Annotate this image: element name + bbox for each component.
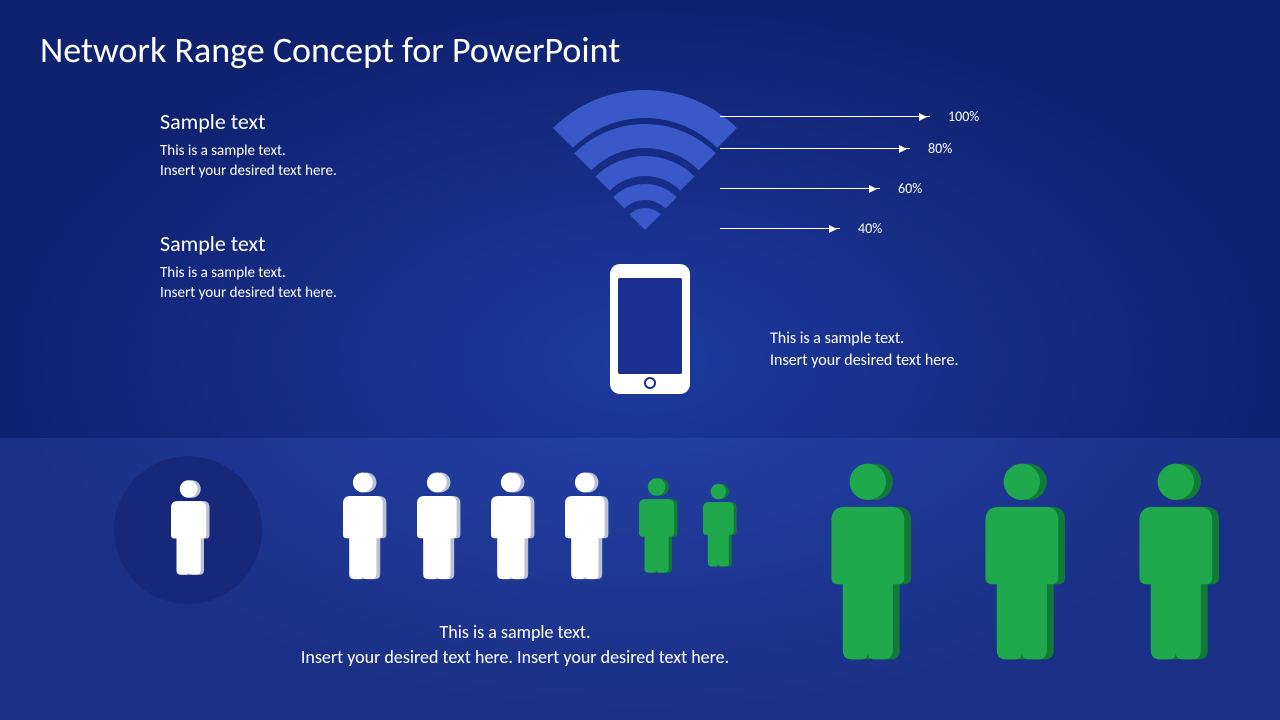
person-small-1: [414, 470, 463, 582]
arrow-label: 100%: [948, 108, 979, 125]
arrow-line: [720, 148, 910, 149]
person-small-5: [700, 482, 740, 568]
arrow-line: [720, 116, 930, 117]
phone-icon: [610, 264, 690, 394]
arrow-label: 60%: [898, 180, 922, 197]
text-block-2-body: This is a sample text.Insert your desire…: [160, 263, 337, 304]
arrow-line: [720, 188, 880, 189]
arrow-60: 60%: [720, 180, 922, 197]
arrow-100: 100%: [720, 108, 979, 125]
person-small-0: [340, 470, 389, 582]
text-block-1-heading: Sample text: [160, 108, 337, 135]
arrow-line: [720, 228, 840, 229]
person-highlighted: [168, 478, 213, 577]
person-big-0: [828, 458, 915, 665]
arrow-label: 40%: [858, 220, 882, 237]
person-small-2: [488, 470, 537, 582]
arrow-label: 80%: [928, 140, 952, 157]
arrow-80: 80%: [720, 140, 952, 157]
phone-home-button: [644, 377, 656, 389]
bottom-caption: This is a sample text.Insert your desire…: [190, 620, 840, 670]
phone-screen: [618, 278, 682, 374]
signal-arc-5: [623, 208, 667, 252]
person-small-4: [636, 476, 681, 575]
slide-title: Network Range Concept for PowerPoint: [40, 28, 620, 72]
text-block-3-body: This is a sample text.Insert your desire…: [770, 328, 959, 371]
arrow-40: 40%: [720, 220, 882, 237]
text-block-2: Sample text This is a sample text.Insert…: [160, 230, 337, 304]
person-small-3: [562, 470, 611, 582]
text-block-3: This is a sample text.Insert your desire…: [770, 328, 959, 371]
text-block-1: Sample text This is a sample text.Insert…: [160, 108, 337, 182]
person-big-1: [982, 458, 1069, 665]
text-block-1-body: This is a sample text.Insert your desire…: [160, 141, 337, 182]
text-block-2-heading: Sample text: [160, 230, 337, 257]
person-big-2: [1136, 458, 1223, 665]
